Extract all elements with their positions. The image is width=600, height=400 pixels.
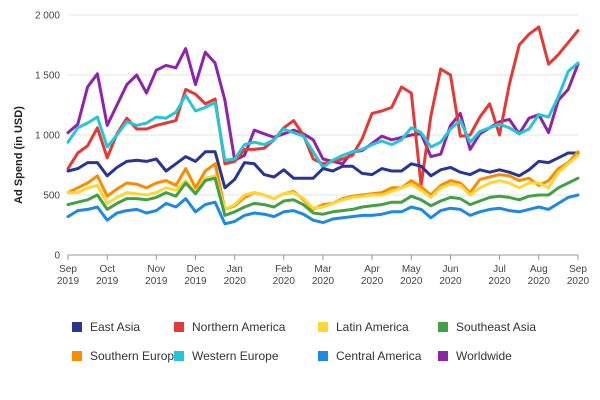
series-line-northern-america <box>66 25 580 187</box>
series-line-latin-america <box>66 153 580 211</box>
legend: East Asia Northern America Latin America So… <box>72 320 536 363</box>
y-axis-label: Ad Spend (in USD) <box>13 106 25 204</box>
y-tick-label: 2 000 <box>35 11 60 22</box>
x-tick-label: Apr 2020 <box>361 264 384 287</box>
grid-lines <box>68 14 578 256</box>
legend-swatch-western-europe <box>174 351 184 361</box>
series-line-worldwide <box>66 47 580 166</box>
series-line-western-europe <box>66 61 580 169</box>
x-tick-label: Nov 2019 <box>145 264 168 287</box>
x-tick-label: Dec 2019 <box>184 264 207 287</box>
x-tick-label: Feb 2020 <box>273 264 296 287</box>
x-tick-label: Jan 2020 <box>224 264 247 287</box>
legend-label-worldwide: Worldwide <box>456 349 512 363</box>
legend-swatch-southeast-asia <box>438 322 448 332</box>
legend-label-central-america: Central America <box>336 349 422 363</box>
legend-label-east-asia: East Asia <box>90 320 140 334</box>
series-line-southeast-asia <box>66 176 580 217</box>
x-tick-label: Sep 2020 <box>567 264 590 287</box>
legend-label-latin-america: Latin America <box>336 320 409 334</box>
x-tick-label: Mar 2020 <box>312 264 335 287</box>
y-tick-label: 500 <box>43 191 60 202</box>
x-tick-label: Jun 2020 <box>439 264 462 287</box>
x-tick-label: Oct 2019 <box>96 264 119 287</box>
legend-label-southern-europe: Southern Europe <box>90 349 181 363</box>
x-tick-label: Aug 2020 <box>528 264 551 287</box>
x-tick-label: Sep 2019 <box>57 264 80 287</box>
series-line-southern-europe <box>66 150 580 211</box>
series-line-east-asia <box>66 150 580 190</box>
legend-swatch-latin-america <box>318 322 328 332</box>
legend-swatch-northern-america <box>174 322 184 332</box>
x-tick-label: May 2020 <box>400 264 423 287</box>
series-line-central-america <box>66 193 580 226</box>
legend-label-western-europe: Western Europe <box>192 349 279 363</box>
legend-label-northern-america: Northern America <box>192 320 286 334</box>
series-lines <box>66 25 580 226</box>
legend-swatch-east-asia <box>72 322 82 332</box>
legend-swatch-southern-europe <box>72 351 82 361</box>
legend-label-southeast-asia: Southeast Asia <box>456 320 536 334</box>
y-tick-label: 1 000 <box>35 131 60 142</box>
x-tick-label: Jul 2020 <box>488 264 511 287</box>
y-tick-label: 1 500 <box>35 71 60 82</box>
x-axis: Sep 2019 Oct 2019 Nov 2019 Dec 2019 Jan 2020 Feb 20… <box>57 254 590 287</box>
y-axis: 0 500 1 000 1 500 2 000 <box>35 11 60 262</box>
legend-swatch-central-america <box>318 351 328 361</box>
legend-swatch-worldwide <box>438 351 448 361</box>
y-tick-label: 0 <box>54 251 60 262</box>
